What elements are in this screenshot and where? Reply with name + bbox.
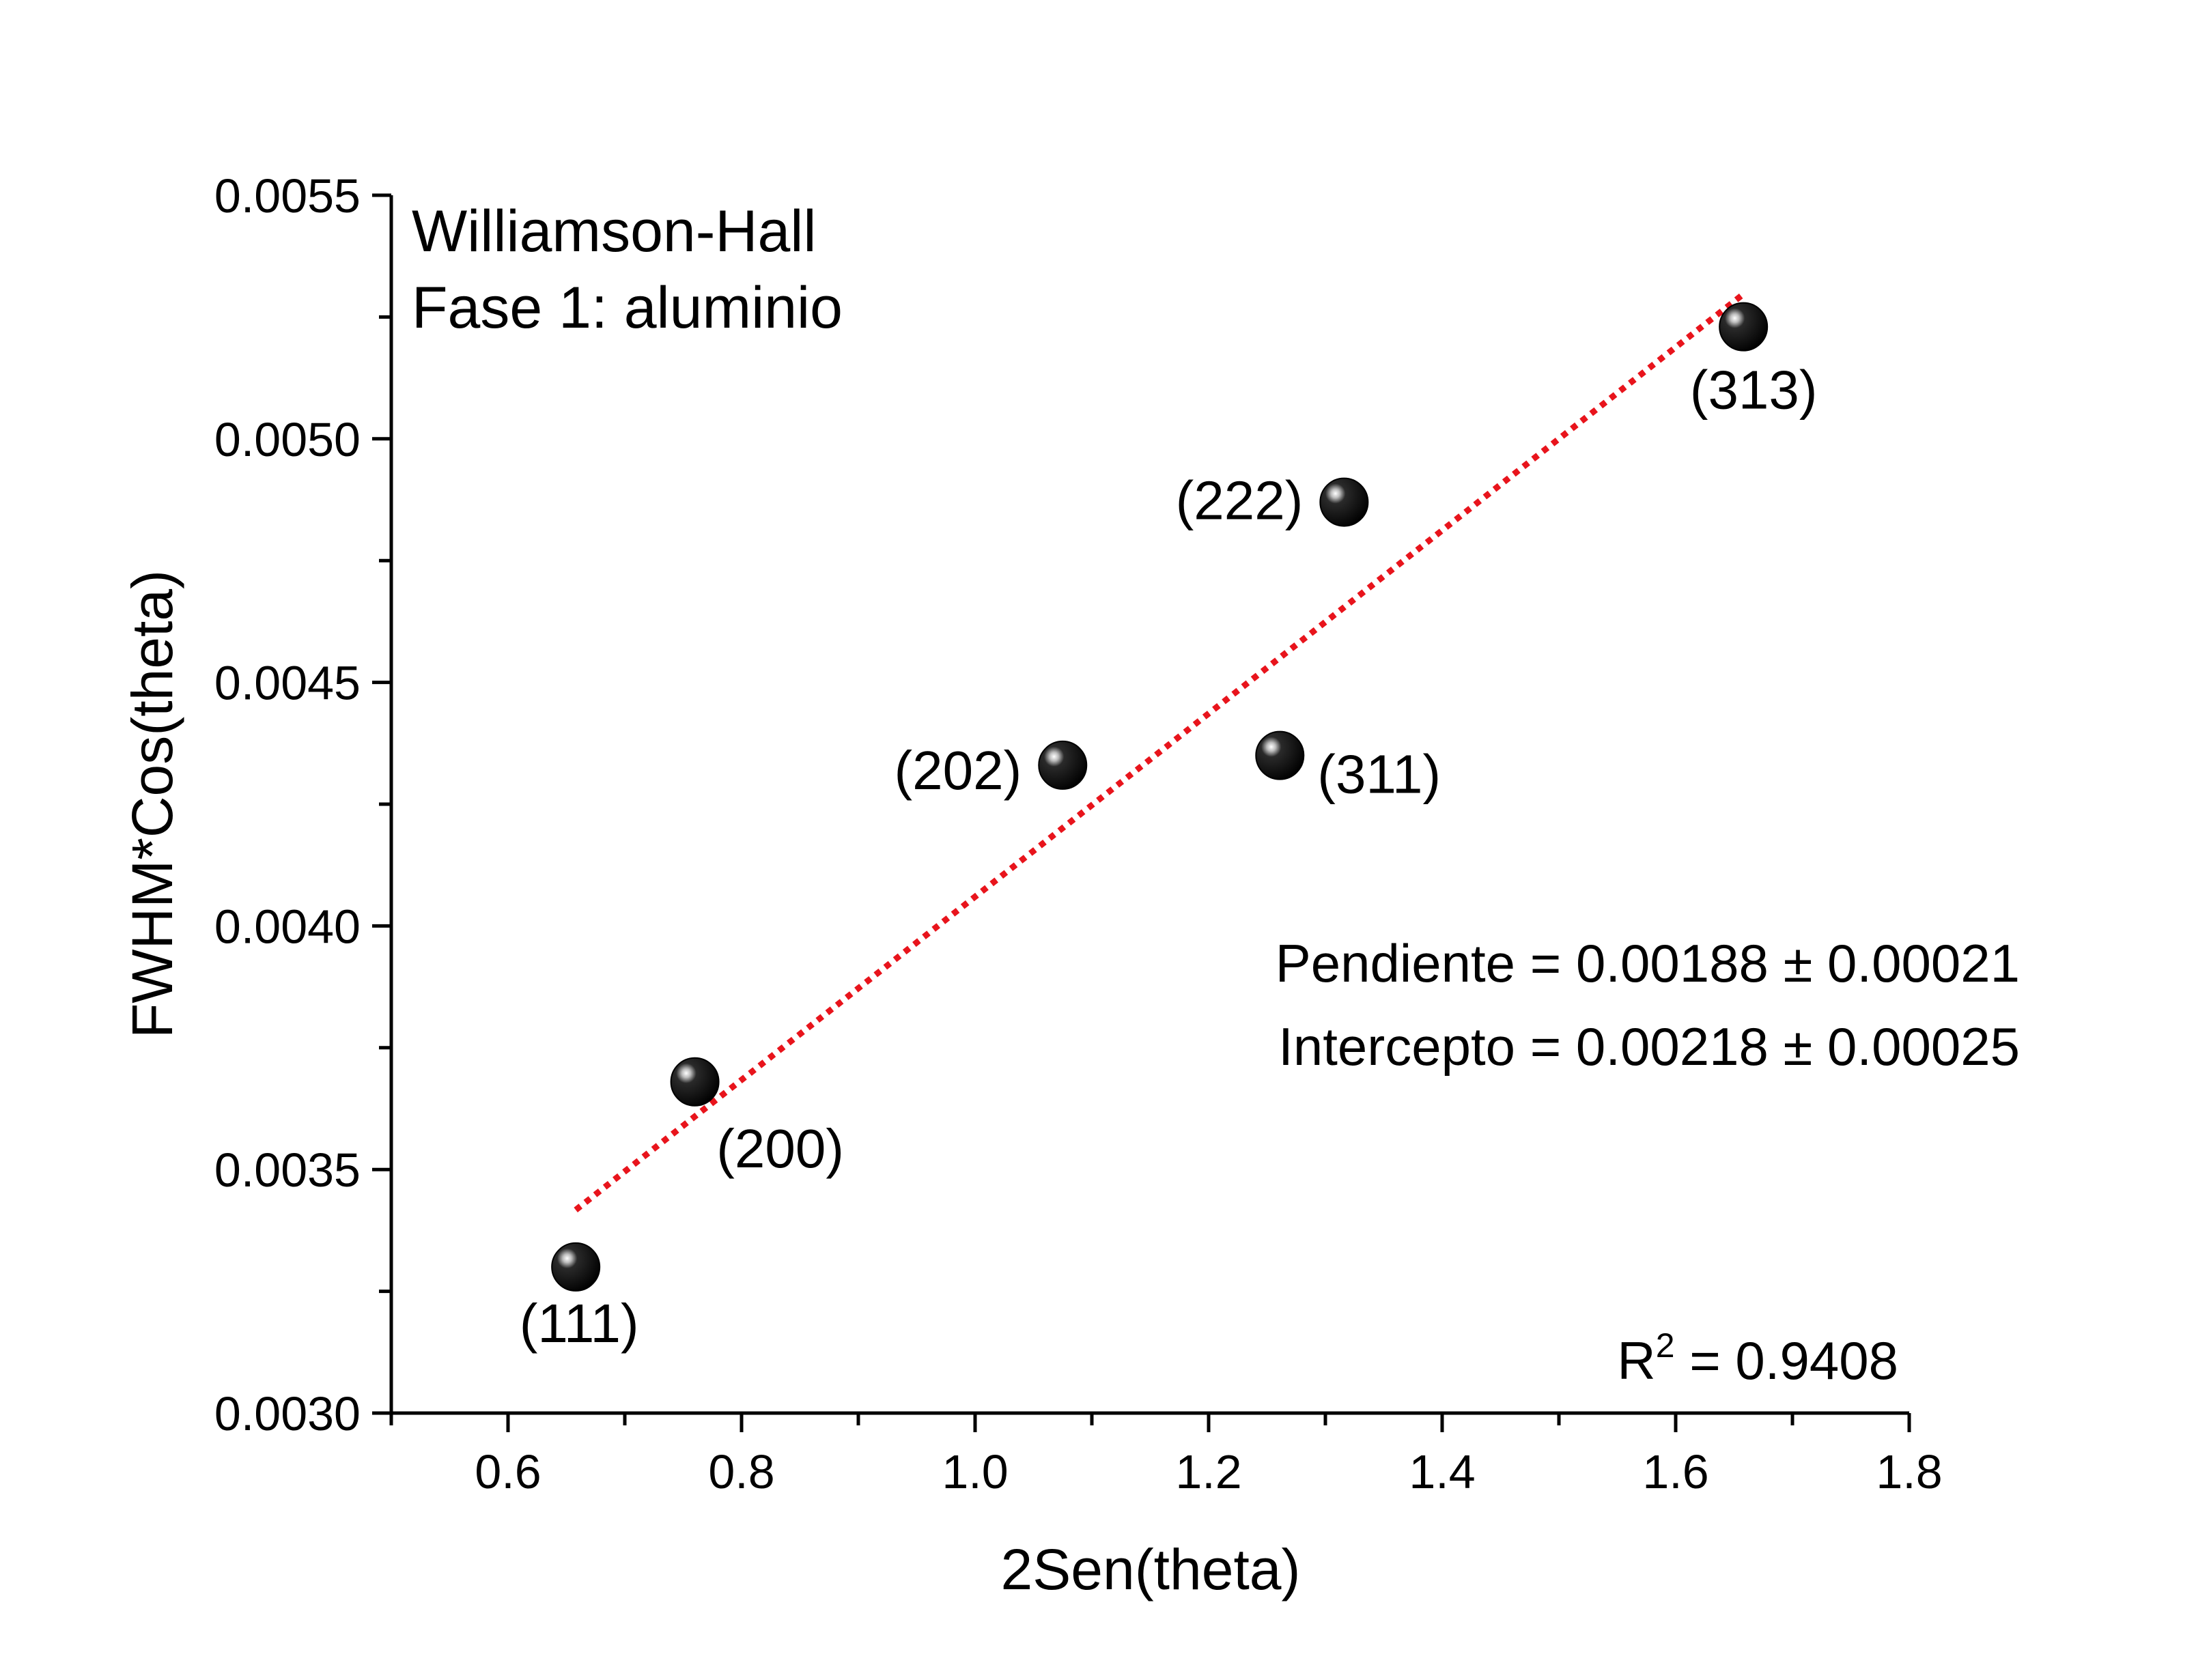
- y-tick-label: 0.0035: [214, 1143, 361, 1197]
- x-ticks: 0.6 0.8 1.0 1.2 1.4 1.6 1.8: [389, 1413, 1943, 1498]
- x-axis-label: 2Sen(theta): [1001, 1537, 1301, 1601]
- y-tick-label: 0.0045: [214, 657, 361, 710]
- y-ticks: 0.0030 0.0035 0.0040 0.0045 0.0050 0.0055: [214, 169, 391, 1440]
- points-layer: (111) (200) (202) (311) (222) (313): [520, 302, 1818, 1354]
- chart-subtitle: Fase 1: aluminio: [412, 275, 843, 341]
- r-squared-annotation: R2 = 0.9408: [1617, 1326, 1898, 1391]
- x-tick-label: 1.6: [1642, 1445, 1708, 1498]
- y-tick-label: 0.0055: [214, 169, 361, 223]
- fit-layer: [574, 291, 1745, 1212]
- data-point: [1319, 477, 1369, 527]
- data-point: [551, 1242, 601, 1292]
- point-label: (311): [1317, 744, 1441, 805]
- x-tick-label: 1.8: [1876, 1445, 1942, 1498]
- y-axis-label: FWHM*Cos(theta): [120, 570, 184, 1038]
- fit-line: [574, 291, 1745, 1212]
- point-label: (111): [520, 1293, 639, 1354]
- point-label: (202): [894, 740, 1022, 801]
- x-tick-label: 0.8: [708, 1445, 774, 1498]
- chart-title: Williamson-Hall: [412, 199, 817, 264]
- y-tick-label: 0.0040: [214, 900, 361, 953]
- y-tick-label: 0.0030: [214, 1387, 361, 1440]
- x-tick-label: 1.2: [1175, 1445, 1241, 1498]
- point-label: (313): [1690, 360, 1818, 421]
- point-label: (200): [716, 1118, 844, 1179]
- intercept-annotation: Intercepto = 0.00218 ± 0.00025: [1278, 1016, 2020, 1077]
- slope-annotation: Pendiente = 0.00188 ± 0.00021: [1276, 933, 2020, 993]
- x-tick-label: 1.0: [942, 1445, 1008, 1498]
- data-point: [1038, 740, 1088, 790]
- r-squared-symbol: R: [1617, 1330, 1655, 1391]
- y-tick-label: 0.0050: [214, 413, 361, 466]
- x-tick-label: 1.4: [1409, 1445, 1475, 1498]
- r-squared-value: = 0.9408: [1675, 1330, 1898, 1391]
- point-label: (222): [1176, 470, 1304, 531]
- data-point: [1719, 302, 1769, 352]
- r-squared-exponent: 2: [1656, 1326, 1675, 1365]
- data-point: [1255, 730, 1305, 780]
- x-tick-label: 0.6: [475, 1445, 541, 1498]
- data-point: [670, 1057, 720, 1107]
